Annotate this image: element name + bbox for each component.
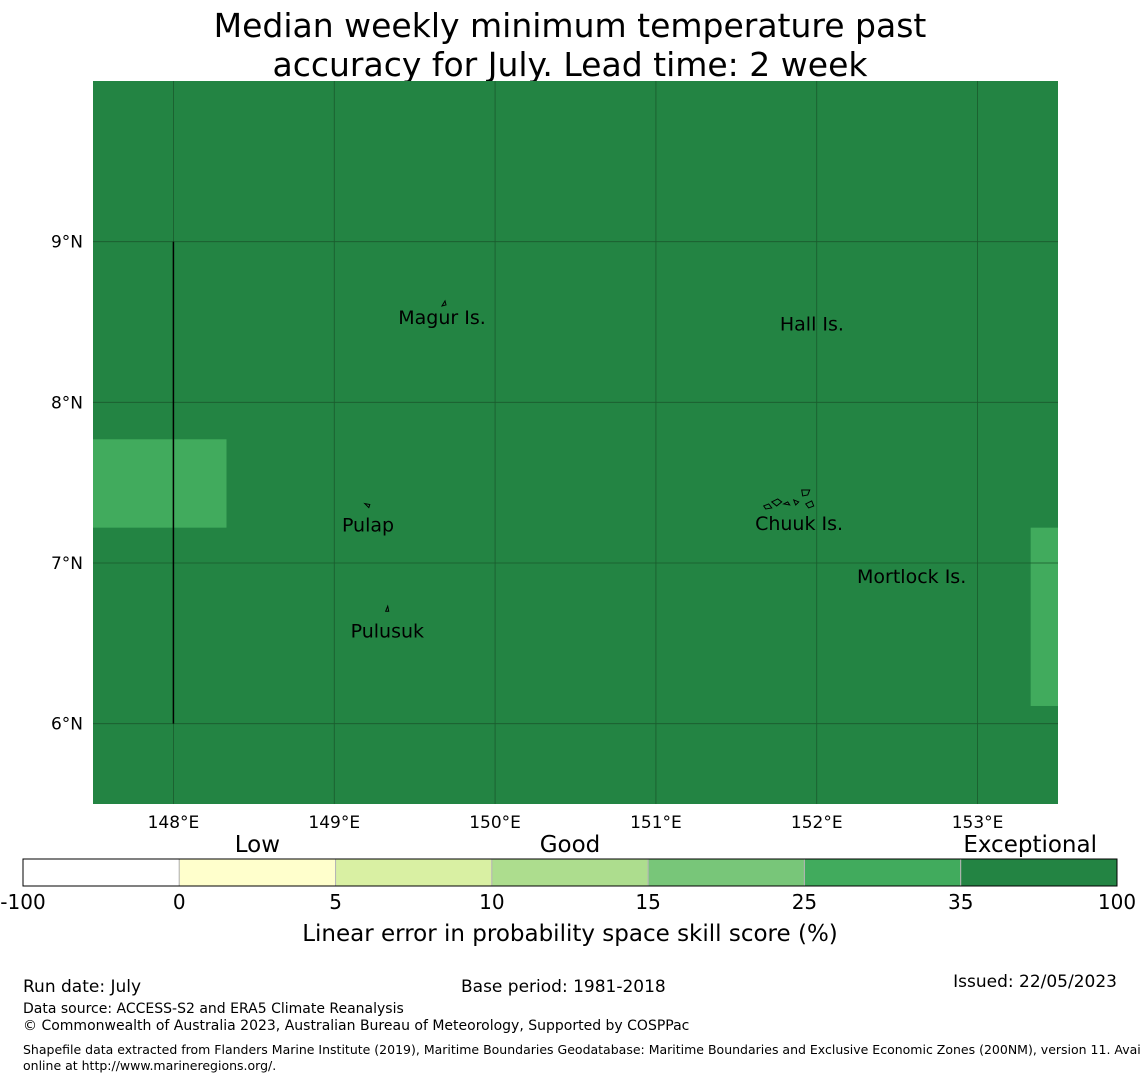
island-outline: [804, 500, 815, 509]
colorbar-bin: [960, 858, 1118, 887]
shapefile-credit-line-1: Shapefile data extracted from Flanders M…: [23, 1042, 1140, 1057]
lon-tick-label: 150°E: [469, 813, 521, 833]
island-outline: [363, 502, 371, 509]
shapefile-credit-line-2: online at http://www.marineregions.org/.: [23, 1058, 277, 1073]
map-area: 148°E 149°E 150°E 151°E 152°E 153°E 9°N 8°N 7°N 6…: [51, 81, 1058, 833]
copyright: © Commonwealth of Australia 2023, Austra…: [23, 1018, 690, 1034]
map-background: [93, 81, 1058, 804]
data-source: Data source: ACCESS-S2 and ERA5 Climate …: [23, 1001, 404, 1017]
skill-cell: [1030, 527, 1058, 706]
map-title: Median weekly minimum temperature past a…: [0, 6, 1140, 84]
lon-tick-label: 148°E: [148, 813, 200, 833]
issued-date: Issued: 22/05/2023: [953, 972, 1117, 992]
title-line-2: accuracy for July. Lead time: 2 week: [272, 45, 868, 84]
place-label: Hall Is.: [780, 314, 844, 336]
skill-cell: [93, 439, 227, 528]
colorbar-tick-label: 10: [479, 890, 504, 914]
island-outline: [384, 604, 390, 612]
colorbar-tick-label: 100: [1098, 890, 1136, 914]
colorbar-bin: [335, 858, 493, 887]
place-label: Pulusuk: [351, 620, 424, 642]
place-label: Pulap: [342, 514, 394, 536]
colorbar-title: Linear error in probability space skill …: [302, 921, 838, 947]
lat-tick-label: 6°N: [51, 715, 83, 735]
lat-tick-label: 7°N: [51, 554, 83, 574]
island-outline: [801, 489, 811, 497]
colorbar-tick-label: 35: [948, 890, 973, 914]
colorbar-tick-label: -100: [0, 890, 45, 914]
lon-tick-label: 149°E: [308, 813, 360, 833]
island-outline: [782, 501, 791, 506]
colorbar-tick-label: 15: [635, 890, 660, 914]
run-date: Run date: July: [23, 977, 142, 997]
island-outline: [770, 498, 783, 507]
colorbar-bin: [647, 858, 805, 887]
colorbar-bin: [22, 858, 180, 887]
place-label: Chuuk Is.: [755, 513, 843, 535]
colorbar-outline: [22, 858, 1118, 887]
colorbar-category-label: Low: [235, 832, 280, 858]
colorbar-category-label: Exceptional: [963, 832, 1097, 858]
colorbar-tick-label: 25: [792, 890, 817, 914]
colorbar-tick-label: 5: [329, 890, 342, 914]
island-outline: [792, 499, 800, 506]
lat-tick-label: 8°N: [51, 393, 83, 413]
island-outline: [440, 299, 447, 307]
lon-tick-label: 153°E: [952, 813, 1004, 833]
place-label: Mortlock Is.: [857, 566, 966, 588]
colorbar: -100 0 5 10 15 25 35 100 Low Good Exceptional Linea…: [0, 832, 1136, 947]
colorbar-category-label: Good: [540, 832, 601, 858]
title-line-1: Median weekly minimum temperature past: [213, 6, 927, 45]
map-figure: 148°E 149°E 150°E 151°E 152°E 153°E 9°N 8°N 7°N 6…: [0, 81, 1136, 947]
lon-tick-label: 151°E: [630, 813, 682, 833]
colorbar-bin: [803, 858, 962, 887]
base-period: Base period: 1981-2018: [461, 977, 666, 997]
lon-tick-label: 152°E: [791, 813, 843, 833]
colorbar-bin: [178, 858, 337, 887]
lat-tick-label: 9°N: [51, 233, 83, 253]
island-outline: [762, 503, 773, 510]
colorbar-bin: [491, 858, 649, 887]
place-label: Magur Is.: [398, 307, 486, 329]
colorbar-tick-label: 0: [173, 890, 186, 914]
